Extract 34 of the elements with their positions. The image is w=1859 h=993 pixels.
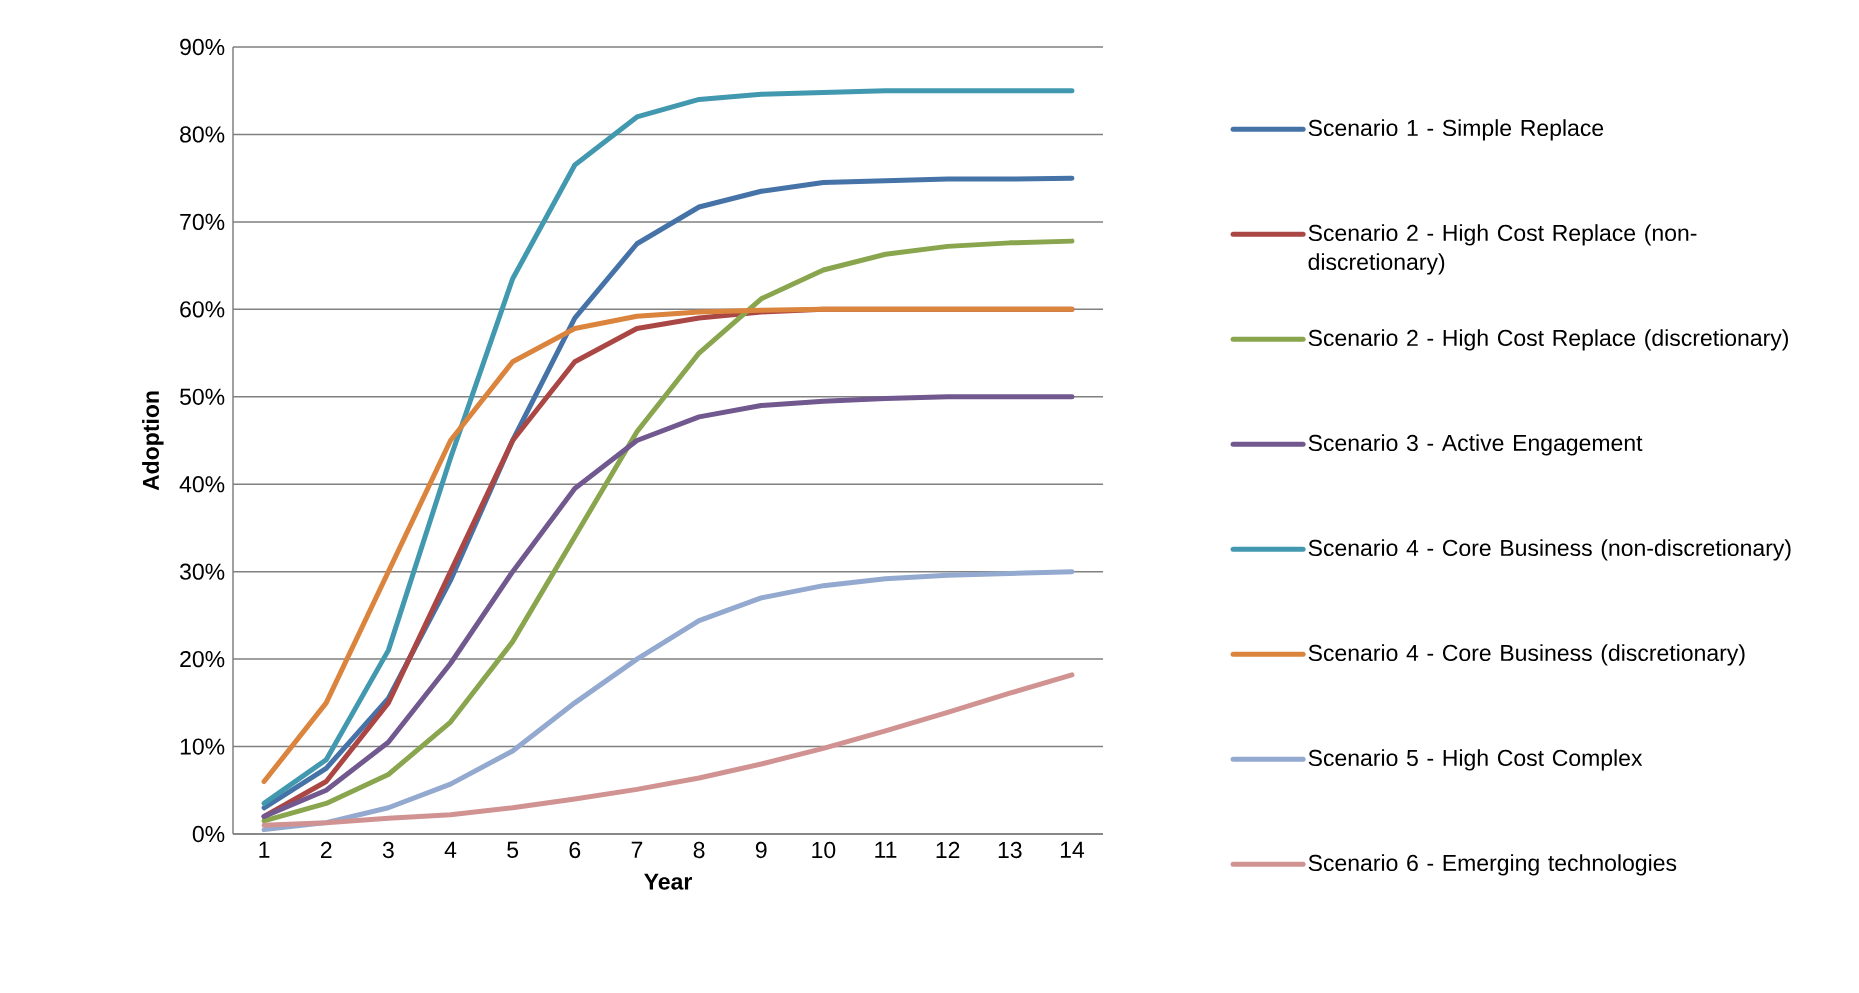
legend-label: Scenario 3 - Active Engagement — [1308, 434, 1643, 456]
x-tick-label: 2 — [320, 841, 332, 858]
x-axis-title: Year — [644, 873, 692, 890]
x-tick-label: 9 — [755, 841, 767, 859]
y-tick-label: 70% — [180, 213, 225, 231]
y-tick-label: 20% — [180, 650, 225, 668]
x-tick-label: 10 — [812, 841, 836, 859]
y-tick-label: 30% — [179, 563, 225, 580]
x-tick-label: 11 — [875, 841, 897, 858]
y-tick-label: 0% — [192, 825, 225, 843]
legend-label: Scenario 5 - High Cost Complex — [1308, 749, 1643, 771]
x-tick-label: 7 — [631, 841, 643, 858]
x-tick-label: 1 — [259, 841, 270, 858]
x-tick-label: 14 — [1060, 841, 1085, 858]
y-tick-label: 50% — [180, 388, 225, 405]
legend-label: Scenario 4 - Core Business (discretionary) — [1308, 644, 1745, 666]
legend-label: Scenario 4 - Core Business (non-discretionary) — [1308, 539, 1791, 561]
x-tick-label: 8 — [693, 841, 705, 859]
legend-label: Scenario 2 - High Cost Replace (discretionary) — [1308, 329, 1788, 351]
y-tick-label: 10% — [180, 738, 225, 755]
legend-label: Scenario 2 - High Cost Replace (non-discretionary) — [1308, 224, 1697, 275]
legend-label: Scenario 6 - Emerging technologies — [1308, 854, 1677, 876]
x-tick-label: 13 — [998, 841, 1022, 859]
x-tick-label: 5 — [507, 841, 519, 858]
x-tick-label: 12 — [936, 841, 960, 858]
legend-label: Scenario 1 - Simple Replace — [1308, 119, 1604, 141]
y-tick-label: 40% — [179, 476, 225, 493]
y-tick-label: 90% — [180, 38, 225, 56]
y-tick-label: 80% — [180, 126, 225, 143]
x-tick-label: 6 — [569, 841, 581, 859]
x-tick-label: 4 — [444, 841, 457, 858]
y-axis-title: Adoption — [142, 391, 164, 491]
y-tick-label: 60% — [180, 301, 225, 318]
x-tick-label: 3 — [382, 841, 394, 859]
